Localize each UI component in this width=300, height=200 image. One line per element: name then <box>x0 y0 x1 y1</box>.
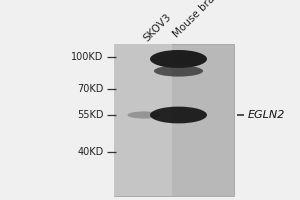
Ellipse shape <box>128 111 160 119</box>
Ellipse shape <box>150 50 207 68</box>
Text: SKOV3: SKOV3 <box>141 11 173 43</box>
Text: 40KD: 40KD <box>77 147 104 157</box>
Text: 100KD: 100KD <box>71 52 104 62</box>
FancyBboxPatch shape <box>114 44 172 196</box>
Text: 70KD: 70KD <box>77 84 104 94</box>
Ellipse shape <box>154 65 203 77</box>
Text: Mouse brain: Mouse brain <box>171 0 224 39</box>
Ellipse shape <box>150 107 207 123</box>
Text: EGLN2: EGLN2 <box>248 110 285 120</box>
FancyBboxPatch shape <box>114 44 234 196</box>
Text: 55KD: 55KD <box>77 110 104 120</box>
